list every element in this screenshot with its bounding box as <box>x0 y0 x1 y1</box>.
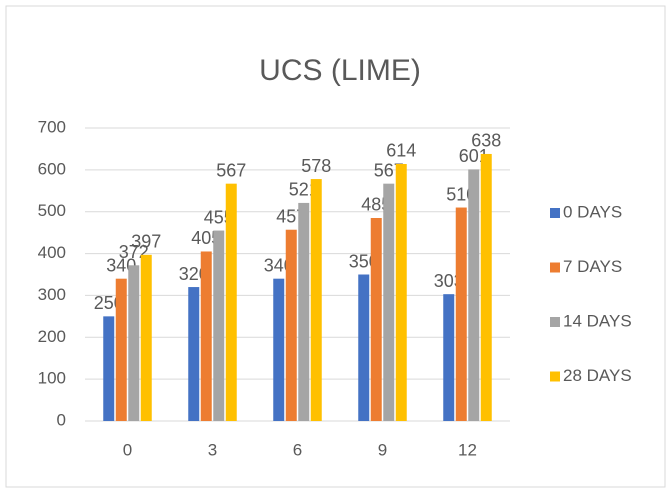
bar <box>310 179 322 421</box>
bar <box>225 183 237 421</box>
bar <box>455 207 467 421</box>
bar <box>188 287 200 421</box>
bar <box>298 202 310 421</box>
data-label: 567 <box>216 160 246 180</box>
data-label: 638 <box>471 131 501 151</box>
y-tick-label: 200 <box>38 327 66 346</box>
legend-swatch <box>550 208 560 218</box>
legend-swatch <box>550 371 560 382</box>
bar <box>395 163 407 422</box>
chart-title: UCS (LIME) <box>259 54 421 87</box>
bar <box>370 217 382 421</box>
bar <box>115 278 127 421</box>
bar <box>103 316 115 421</box>
legend-label: 28 DAYS <box>563 366 632 385</box>
x-tick-label: 6 <box>293 440 302 459</box>
bar <box>273 278 285 421</box>
bar <box>358 274 370 421</box>
data-label: 397 <box>131 232 161 252</box>
bar <box>468 169 480 421</box>
data-label: 614 <box>386 141 416 161</box>
y-tick-label: 400 <box>38 243 66 262</box>
y-tick-label: 300 <box>38 285 66 304</box>
bar <box>140 254 152 421</box>
x-tick-label: 12 <box>458 440 477 459</box>
legend-label: 7 DAYS <box>563 257 622 276</box>
bar <box>285 229 297 421</box>
y-tick-label: 600 <box>38 159 66 178</box>
bar <box>443 294 455 421</box>
legend-label: 14 DAYS <box>563 311 632 330</box>
bar <box>480 153 492 422</box>
x-tick-label: 3 <box>208 440 217 459</box>
y-tick-label: 0 <box>57 410 66 429</box>
x-tick-label: 9 <box>378 440 387 459</box>
bar <box>213 230 225 421</box>
y-tick-label: 500 <box>38 201 66 220</box>
data-label: 578 <box>301 156 331 176</box>
bar <box>128 265 140 421</box>
x-tick-label: 0 <box>123 440 132 459</box>
legend-swatch <box>550 317 560 327</box>
legend-label: 0 DAYS <box>563 202 622 221</box>
y-tick-label: 100 <box>38 369 66 388</box>
bar <box>383 183 395 421</box>
y-tick-label: 700 <box>38 117 66 136</box>
bar <box>200 251 212 421</box>
legend-swatch <box>550 262 560 273</box>
